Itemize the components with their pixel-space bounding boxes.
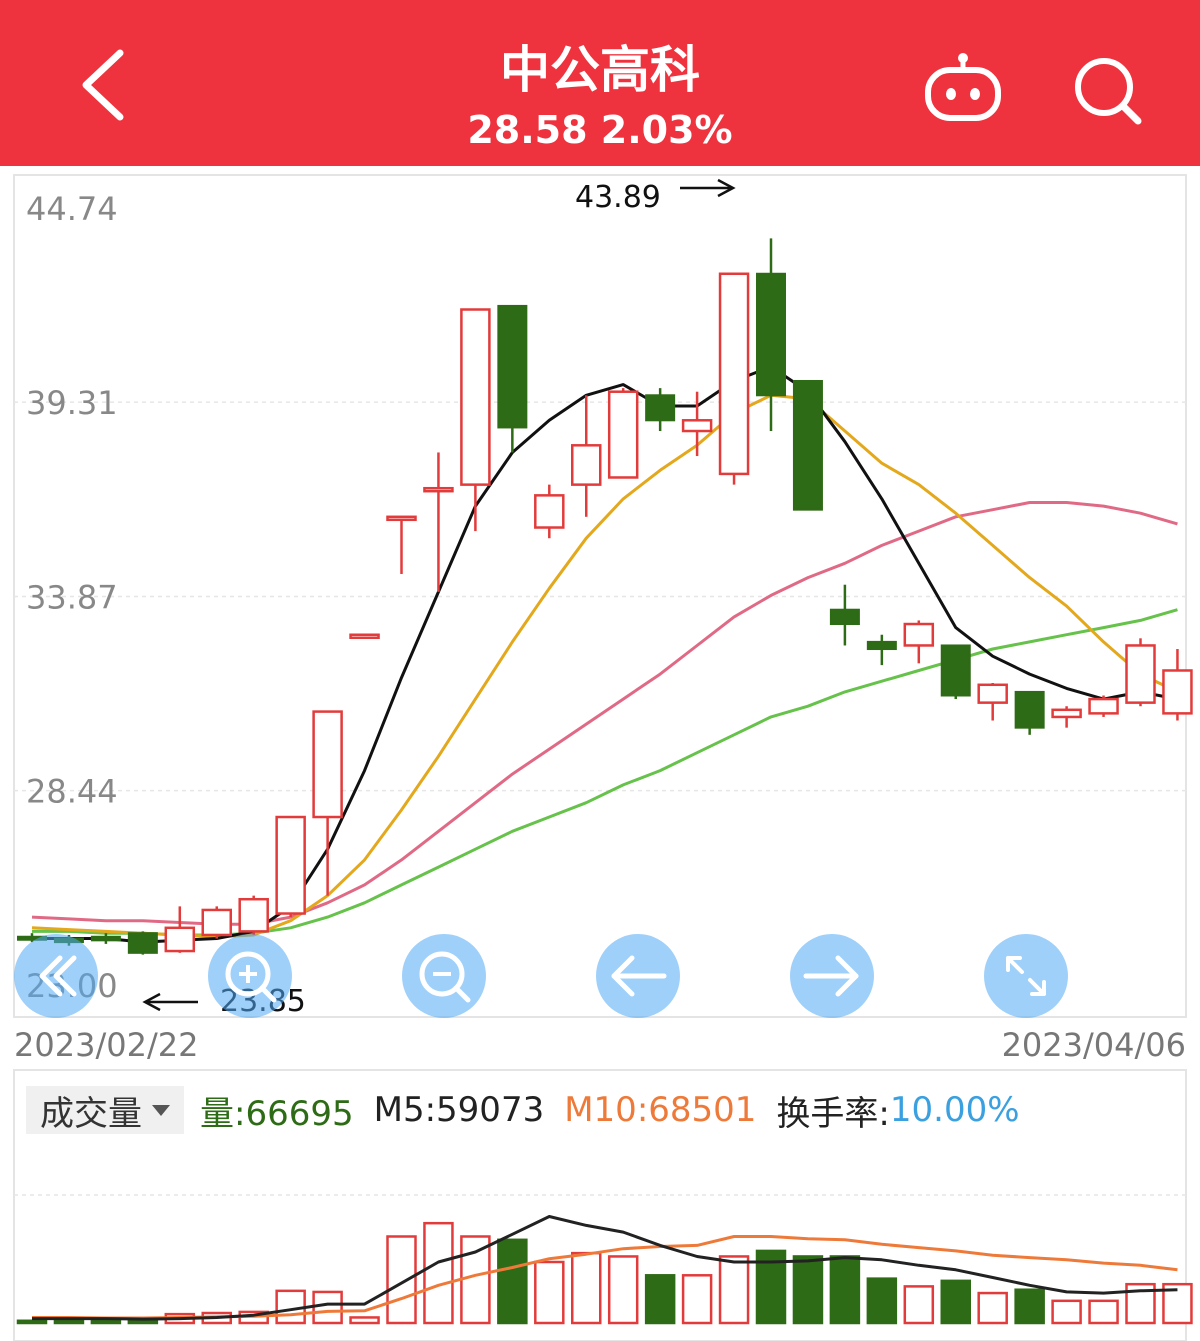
volume-m10: M10:68501 — [564, 1090, 757, 1130]
candle[interactable] — [423, 452, 454, 592]
x-label-start: 2023/02/22 — [14, 1026, 198, 1064]
volume-bar — [644, 1274, 676, 1325]
candle[interactable] — [1125, 638, 1156, 707]
candle[interactable] — [534, 484, 565, 539]
candle[interactable] — [1051, 706, 1082, 728]
candle[interactable] — [756, 238, 786, 432]
candle[interactable] — [1014, 690, 1045, 735]
arrow-right-icon — [803, 955, 859, 997]
zoom-out-button[interactable] — [402, 934, 486, 1018]
zoom-out-icon — [419, 951, 471, 1003]
volume-bar — [718, 1255, 750, 1325]
candle[interactable] — [607, 388, 639, 479]
candle[interactable] — [497, 304, 528, 453]
volume-bar — [903, 1285, 935, 1325]
turnover-prefix: 换手率: — [776, 1093, 890, 1134]
volume-legend: 成交量 量:66695 M5:59073 M10:68501 换手率: 10.0… — [26, 1086, 1020, 1134]
volume-bar — [423, 1221, 454, 1325]
volume-bar — [681, 1274, 713, 1325]
fullscreen-button[interactable] — [984, 934, 1068, 1018]
skip-back-icon — [39, 955, 77, 997]
candle[interactable] — [201, 906, 232, 939]
y-tick-label: 33.87 — [26, 579, 118, 617]
candle[interactable] — [460, 308, 491, 532]
volume-bar — [460, 1235, 491, 1325]
min-arrow-icon — [142, 992, 198, 1012]
candle[interactable] — [349, 633, 380, 639]
candle[interactable] — [866, 634, 897, 666]
volume-m5: M5:59073 — [373, 1090, 545, 1130]
candle[interactable] — [238, 895, 269, 935]
candle[interactable] — [1088, 695, 1119, 717]
volume-bar — [792, 1255, 824, 1325]
candle[interactable] — [571, 395, 602, 517]
volume-bar — [977, 1291, 1008, 1325]
volume-bar — [534, 1260, 565, 1325]
zoom-in-icon — [225, 951, 277, 1003]
candle[interactable] — [127, 931, 158, 955]
caret-down-icon — [152, 1104, 170, 1116]
volume-bar — [1051, 1299, 1082, 1325]
search-icon[interactable] — [1072, 55, 1144, 127]
volume-m5-line — [32, 1215, 1178, 1321]
max-arrow-icon — [680, 178, 736, 198]
expand-icon — [1006, 956, 1046, 996]
candle[interactable] — [977, 682, 1008, 721]
candle[interactable] — [903, 620, 935, 664]
candle[interactable] — [1162, 649, 1193, 721]
volume-bar — [1014, 1288, 1045, 1325]
volume-bar — [607, 1255, 639, 1325]
y-tick-label: 28.44 — [26, 773, 118, 811]
y-tick-label: 39.31 — [26, 384, 118, 422]
zoom-in-button[interactable] — [208, 934, 292, 1018]
pan-right-button[interactable] — [790, 934, 874, 1018]
volume-bar — [349, 1316, 380, 1325]
volume-bar — [497, 1238, 528, 1325]
max-price-label: 43.89 — [575, 180, 661, 215]
arrow-left-icon — [611, 955, 667, 997]
robot-icon[interactable] — [922, 50, 1004, 126]
candle[interactable] — [90, 933, 121, 944]
y-tick-label: 44.74 — [26, 190, 118, 228]
back-chevron-icon[interactable] — [70, 45, 140, 125]
volume-bar — [829, 1255, 861, 1325]
candle[interactable] — [645, 388, 676, 432]
price-change: 28.58 2.03% — [467, 108, 733, 152]
volume-bar — [940, 1279, 971, 1325]
candle[interactable] — [275, 815, 306, 918]
candle[interactable] — [718, 272, 750, 485]
volume-bar — [16, 1319, 48, 1325]
volume-bar — [866, 1277, 898, 1325]
ma5-line — [32, 365, 1178, 944]
stock-name: 中公高科 — [500, 41, 700, 99]
header-bar: 中公高科 28.58 2.03% — [0, 0, 1200, 166]
indicator-select-label: 成交量 — [40, 1093, 142, 1134]
x-label-end: 2023/04/06 — [1002, 1026, 1186, 1064]
candle[interactable] — [312, 710, 343, 896]
volume-bar — [386, 1235, 417, 1325]
volume-bar — [571, 1251, 602, 1325]
volume-bar — [312, 1290, 343, 1325]
volume-bar — [1088, 1299, 1119, 1325]
skip-back-button[interactable] — [14, 934, 98, 1018]
pan-left-button[interactable] — [596, 934, 680, 1018]
turnover-value: 10.00% — [889, 1090, 1020, 1130]
candle[interactable] — [164, 906, 196, 953]
candle[interactable] — [940, 644, 971, 700]
indicator-select[interactable]: 成交量 — [26, 1086, 184, 1134]
volume-qty: 量:66695 — [200, 1093, 354, 1134]
candle[interactable] — [681, 391, 713, 457]
volume-bar — [53, 1318, 85, 1325]
candle[interactable] — [386, 515, 417, 574]
candle[interactable] — [792, 379, 823, 511]
candle[interactable] — [829, 584, 860, 646]
